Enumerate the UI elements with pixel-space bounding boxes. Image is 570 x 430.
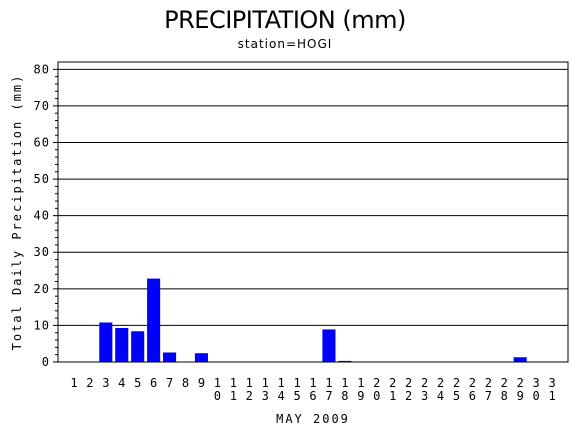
x-tick-label: 4 — [118, 376, 125, 390]
y-tick-label: 10 — [34, 318, 50, 332]
chart-subtitle: station=HOGI — [237, 37, 333, 51]
x-tick-label: 5 — [134, 376, 141, 390]
y-tick-label: 0 — [42, 355, 50, 369]
bar — [322, 329, 336, 362]
x-tick-label: 8 — [182, 376, 189, 390]
y-tick-label: 80 — [34, 62, 50, 76]
bar — [147, 278, 161, 362]
x-tick-label: 7 — [166, 376, 173, 390]
y-tick-label: 20 — [34, 282, 50, 296]
x-tick-label: 3 — [102, 376, 109, 390]
bar — [99, 322, 113, 362]
x-tick-label: 1 — [70, 376, 77, 390]
bar — [513, 357, 527, 362]
y-tick-label: 60 — [34, 135, 50, 149]
bar — [194, 353, 208, 362]
chart-title: PRECIPITATION (mm) — [164, 6, 406, 34]
y-axis-label: Total Daily Precipitation (mm) — [10, 74, 24, 351]
x-tick-label: 2 — [86, 376, 93, 390]
y-tick-label: 50 — [34, 172, 50, 186]
y-tick-label: 70 — [34, 99, 50, 113]
y-tick-label: 30 — [34, 245, 50, 259]
bar — [338, 360, 352, 362]
bar — [131, 331, 145, 362]
bar — [163, 352, 177, 362]
bar — [115, 327, 129, 362]
x-axis-label: MAY 2009 — [276, 412, 350, 426]
y-tick-label: 40 — [34, 209, 50, 223]
x-tick-label: 9 — [198, 376, 205, 390]
plot-frame — [57, 61, 569, 363]
x-tick-label: 6 — [150, 376, 157, 390]
